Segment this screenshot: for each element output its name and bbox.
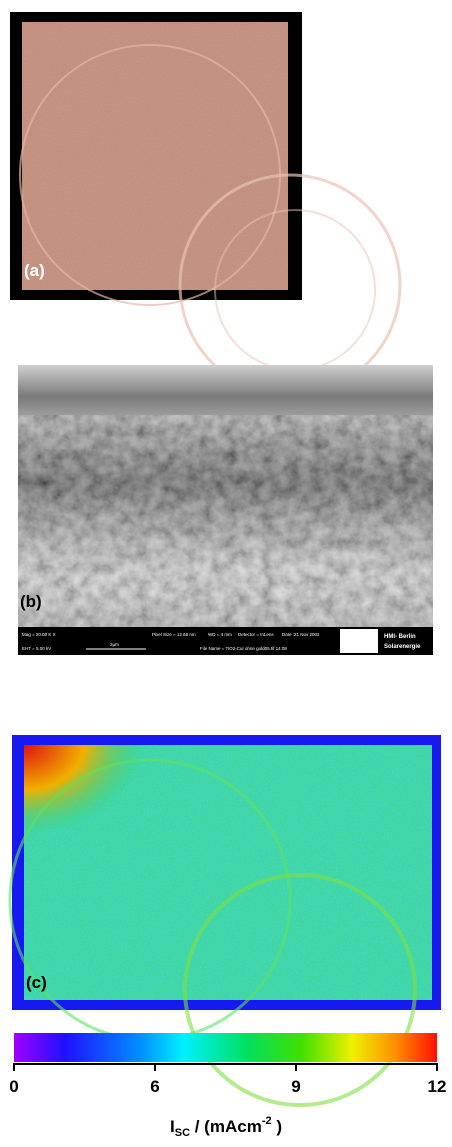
panel-label: (c) (26, 973, 47, 992)
info-text: HMI- Berlin (384, 634, 416, 640)
panel-a: (a) (10, 12, 400, 395)
label-superscript: -2 (262, 1115, 272, 1127)
panel-label: (a) (24, 261, 45, 280)
info-text: Date :21 Nov 2002 (282, 632, 320, 637)
photo-texture (22, 22, 288, 290)
info-text: File Name = TiO2-CuI ohne gold05.tif 14:… (200, 646, 287, 651)
colorbar: ISC / (mAcm-2 ) 0 6 9 12 (9, 1033, 446, 1139)
info-text: 2µm (110, 642, 119, 647)
hot-corner (24, 745, 144, 835)
label-part: / (mAcm (190, 1117, 262, 1136)
logo (340, 629, 378, 653)
panel-label: (b) (20, 592, 42, 611)
colorbar-label: ISC / (mAcm-2 ) (170, 1115, 282, 1139)
colorbar-gradient (14, 1033, 437, 1062)
figure: (a) (b) Mag = 20.00 K X Pixel Size = 12.… (0, 0, 452, 1147)
sem-texture (18, 415, 433, 627)
tick-label: 0 (9, 1077, 18, 1096)
tick-label: 9 (291, 1077, 300, 1096)
label-subscript: SC (175, 1127, 190, 1139)
info-text: WD = 4 mm (208, 632, 232, 637)
panel-b: (b) Mag = 20.00 K X Pixel Size = 12.66 n… (18, 365, 433, 655)
label-part: ) (272, 1117, 282, 1136)
info-text: Mag = 20.00 K X (22, 632, 56, 637)
info-text: Solarenergie (384, 644, 421, 650)
info-text: Detector = InLens (238, 632, 274, 637)
info-text: Pixel Size = 12.66 nm (152, 632, 196, 637)
info-text: EHT = 5.00 kV (22, 646, 51, 651)
tick-label: 12 (428, 1077, 447, 1096)
tick-label: 6 (150, 1077, 159, 1096)
